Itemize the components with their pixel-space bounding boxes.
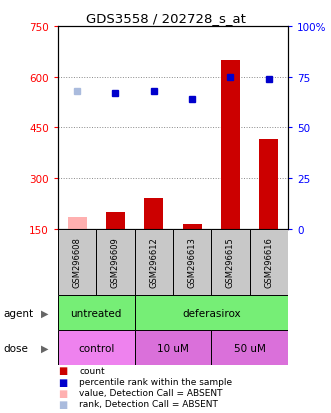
Text: ■: ■ (58, 377, 67, 387)
Text: GSM296615: GSM296615 (226, 237, 235, 287)
Text: GSM296612: GSM296612 (149, 237, 158, 287)
Text: rank, Detection Call = ABSENT: rank, Detection Call = ABSENT (79, 399, 218, 408)
Bar (221, 61, 240, 229)
Text: GSM296616: GSM296616 (264, 237, 273, 287)
Bar (135, 330, 211, 366)
Text: control: control (78, 343, 115, 353)
Bar (58, 330, 135, 366)
Bar (182, 224, 202, 229)
Text: untreated: untreated (71, 308, 122, 318)
Text: value, Detection Call = ABSENT: value, Detection Call = ABSENT (79, 388, 223, 397)
Bar (250, 229, 288, 295)
Text: 10 uM: 10 uM (157, 343, 189, 353)
Text: ▶: ▶ (41, 343, 48, 353)
Bar (58, 229, 96, 295)
Text: deferasirox: deferasirox (182, 308, 241, 318)
Text: ■: ■ (58, 399, 67, 409)
Text: count: count (79, 366, 105, 375)
Bar (135, 295, 288, 330)
Bar (211, 229, 250, 295)
Bar (211, 330, 288, 366)
Text: ■: ■ (58, 388, 67, 398)
Text: agent: agent (3, 308, 33, 318)
Text: GSM296613: GSM296613 (188, 237, 197, 287)
Text: dose: dose (3, 343, 28, 353)
Bar (259, 140, 278, 229)
Text: 50 uM: 50 uM (234, 343, 265, 353)
Bar (106, 212, 125, 229)
Text: GDS3558 / 202728_s_at: GDS3558 / 202728_s_at (85, 12, 246, 25)
Text: GSM296609: GSM296609 (111, 237, 120, 287)
Bar (96, 229, 135, 295)
Text: ■: ■ (58, 366, 67, 375)
Text: GSM296608: GSM296608 (72, 237, 82, 287)
Bar (173, 229, 211, 295)
Text: percentile rank within the sample: percentile rank within the sample (79, 377, 233, 386)
Bar (58, 295, 135, 330)
Bar (68, 217, 87, 229)
Bar (144, 199, 164, 229)
Bar (135, 229, 173, 295)
Text: ▶: ▶ (41, 308, 48, 318)
